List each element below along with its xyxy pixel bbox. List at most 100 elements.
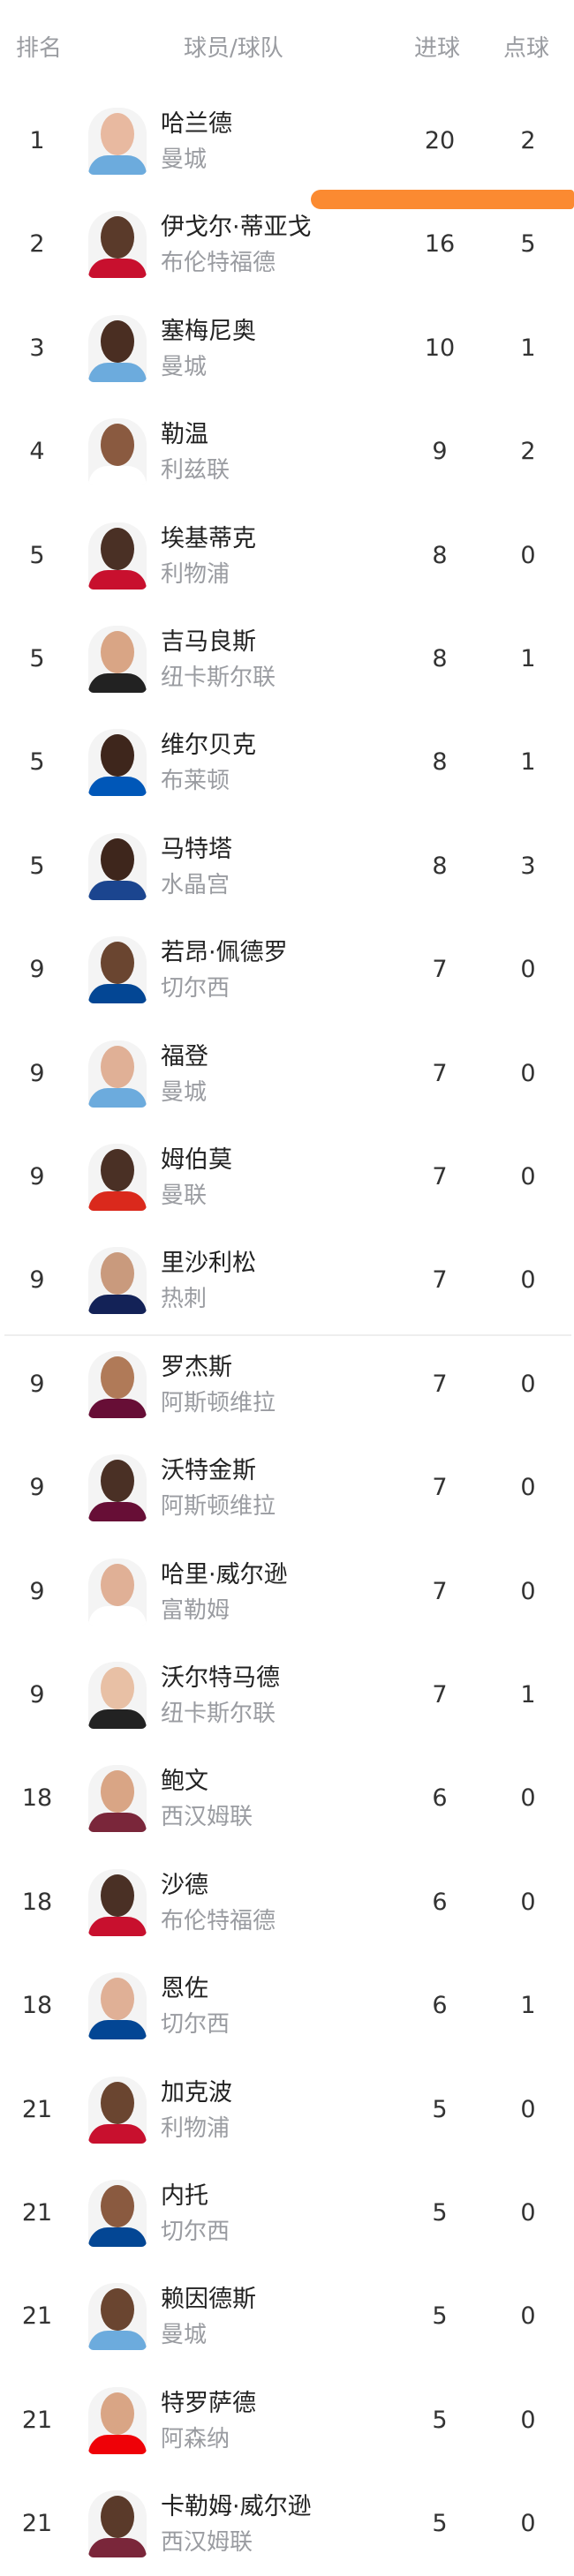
goals: 9 xyxy=(432,438,448,466)
table-row[interactable]: 5 埃基蒂克 利物浦 8 0 xyxy=(0,505,574,608)
player-name[interactable]: 恩佐 xyxy=(161,1975,208,2003)
player-avatar[interactable] xyxy=(88,1558,147,1626)
player-avatar[interactable] xyxy=(88,626,147,693)
team-name[interactable]: 阿斯顿维拉 xyxy=(161,1493,276,1521)
player-name[interactable]: 内托 xyxy=(161,2182,208,2210)
team-name[interactable]: 西汉姆联 xyxy=(161,2529,253,2557)
team-name[interactable]: 布伦特福德 xyxy=(161,250,276,277)
team-name[interactable]: 利物浦 xyxy=(161,560,230,588)
table-row[interactable]: 9 哈里·威尔逊 富勒姆 7 0 xyxy=(0,1541,574,1644)
team-name[interactable]: 阿森纳 xyxy=(161,2425,230,2452)
player-avatar[interactable] xyxy=(88,1868,147,1936)
player-avatar[interactable] xyxy=(88,314,147,382)
table-row[interactable]: 18 沙德 布伦特福德 6 0 xyxy=(0,1851,574,1955)
table-row[interactable]: 21 内托 切尔西 5 0 xyxy=(0,2162,574,2265)
table-row[interactable]: 9 沃特金斯 阿斯顿维拉 7 0 xyxy=(0,1437,574,1540)
player-name[interactable]: 沃尔特马德 xyxy=(161,1664,280,1692)
table-row[interactable]: 2 伊戈尔·蒂亚戈 布伦特福德 16 5 xyxy=(0,193,574,297)
player-name[interactable]: 罗杰斯 xyxy=(161,1353,232,1381)
penalties: 0 xyxy=(520,1474,536,1502)
team-name[interactable]: 曼城 xyxy=(161,353,208,380)
table-row[interactable]: 21 特罗萨德 阿森纳 5 0 xyxy=(0,2369,574,2473)
player-avatar[interactable] xyxy=(88,418,147,486)
table-row[interactable]: 5 马特塔 水晶宫 8 3 xyxy=(0,815,574,919)
table-row[interactable]: 9 若昂·佩德罗 切尔西 7 0 xyxy=(0,919,574,1022)
player-name[interactable]: 伊戈尔·蒂亚戈 xyxy=(161,214,312,242)
player-avatar[interactable] xyxy=(88,2076,147,2144)
player-avatar[interactable] xyxy=(88,1972,147,2040)
table-row[interactable]: 9 罗杰斯 阿斯顿维拉 7 0 xyxy=(0,1333,574,1437)
player-name[interactable]: 鲍文 xyxy=(161,1768,208,1796)
player-avatar[interactable] xyxy=(88,1040,147,1108)
player-name[interactable]: 马特塔 xyxy=(161,835,232,863)
player-name[interactable]: 吉马良斯 xyxy=(161,628,256,656)
table-row[interactable]: 18 鲍文 西汉姆联 6 0 xyxy=(0,1747,574,1851)
team-name[interactable]: 利物浦 xyxy=(161,2114,230,2142)
player-name[interactable]: 特罗萨德 xyxy=(161,2389,256,2417)
player-avatar[interactable] xyxy=(88,1454,147,1522)
team-name[interactable]: 切尔西 xyxy=(161,2011,230,2039)
team-name[interactable]: 纽卡斯尔联 xyxy=(161,1701,276,1727)
table-row[interactable]: 5 维尔贝克 布莱顿 8 1 xyxy=(0,711,574,815)
player-avatar[interactable] xyxy=(88,1247,147,1315)
player-avatar[interactable] xyxy=(88,522,147,590)
team-name[interactable]: 西汉姆联 xyxy=(161,1804,253,1831)
table-row[interactable]: 21 加克波 利物浦 5 0 xyxy=(0,2059,574,2162)
team-name[interactable]: 热刺 xyxy=(161,1286,208,1313)
team-name[interactable]: 阿斯顿维拉 xyxy=(161,1389,276,1416)
player-name[interactable]: 沙德 xyxy=(161,1871,208,1899)
player-avatar[interactable] xyxy=(88,1662,147,1729)
player-avatar[interactable] xyxy=(88,2386,147,2454)
team-name[interactable]: 曼城 xyxy=(161,2322,208,2349)
player-avatar[interactable] xyxy=(88,108,147,175)
player-name[interactable]: 哈兰德 xyxy=(161,110,232,138)
player-name[interactable]: 卡勒姆·威尔逊 xyxy=(161,2493,312,2521)
table-row[interactable]: 4 勒温 利兹联 9 2 xyxy=(0,401,574,504)
team-name[interactable]: 曼城 xyxy=(161,146,208,173)
team-name[interactable]: 水晶宫 xyxy=(161,871,230,898)
table-row[interactable]: 5 吉马良斯 纽卡斯尔联 8 1 xyxy=(0,608,574,711)
team-name[interactable]: 切尔西 xyxy=(161,2219,230,2245)
team-name[interactable]: 布伦特福德 xyxy=(161,1907,276,1934)
player-name[interactable]: 沃特金斯 xyxy=(161,1457,256,1485)
team-name[interactable]: 布莱顿 xyxy=(161,768,230,795)
player-avatar[interactable] xyxy=(88,1765,147,1833)
team-name[interactable]: 纽卡斯尔联 xyxy=(161,665,276,691)
player-name[interactable]: 赖因德斯 xyxy=(161,2286,256,2314)
table-row[interactable]: 9 里沙利松 热刺 7 0 xyxy=(0,1229,574,1333)
rank: 5 xyxy=(29,748,45,777)
player-avatar[interactable] xyxy=(88,832,147,900)
table-row[interactable]: 9 福登 曼城 7 0 xyxy=(0,1023,574,1126)
player-name[interactable]: 维尔贝克 xyxy=(161,732,256,760)
player-avatar[interactable] xyxy=(88,729,147,797)
table-row[interactable]: 18 恩佐 切尔西 6 1 xyxy=(0,1955,574,2058)
team-name[interactable]: 富勒姆 xyxy=(161,1596,230,1624)
player-name[interactable]: 福登 xyxy=(161,1042,208,1070)
team-name[interactable]: 切尔西 xyxy=(161,975,230,1003)
team-name[interactable]: 利兹联 xyxy=(161,457,230,484)
player-name[interactable]: 埃基蒂克 xyxy=(161,524,256,552)
player-avatar[interactable] xyxy=(88,1144,147,1211)
player-avatar[interactable] xyxy=(88,2490,147,2558)
player-avatar[interactable] xyxy=(88,2283,147,2351)
table-row[interactable]: 3 塞梅尼奥 曼城 10 1 xyxy=(0,297,574,401)
player-avatar[interactable] xyxy=(88,1350,147,1418)
player-name[interactable]: 塞梅尼奥 xyxy=(161,317,256,345)
player-name[interactable]: 姆伯莫 xyxy=(161,1146,232,1174)
rank: 9 xyxy=(29,1163,45,1190)
team-name[interactable]: 曼城 xyxy=(161,1078,208,1106)
table-row[interactable]: 9 沃尔特马德 纽卡斯尔联 7 1 xyxy=(0,1644,574,1747)
player-name[interactable]: 勒温 xyxy=(161,421,208,449)
player-avatar[interactable] xyxy=(88,2180,147,2247)
player-name[interactable]: 加克波 xyxy=(161,2078,232,2107)
player-avatar[interactable] xyxy=(88,211,147,279)
team-name[interactable]: 曼联 xyxy=(161,1183,208,1209)
table-row[interactable]: 21 卡勒姆·威尔逊 西汉姆联 5 0 xyxy=(0,2473,574,2576)
player-name[interactable]: 若昂·佩德罗 xyxy=(161,939,288,967)
table-row[interactable]: 21 赖因德斯 曼城 5 0 xyxy=(0,2265,574,2369)
player-name[interactable]: 里沙利松 xyxy=(161,1250,256,1278)
table-row[interactable]: 9 姆伯莫 曼联 7 0 xyxy=(0,1126,574,1229)
player-avatar[interactable] xyxy=(88,936,147,1004)
table-row[interactable]: 1 哈兰德 曼城 20 2 xyxy=(0,90,574,193)
player-name[interactable]: 哈里·威尔逊 xyxy=(161,1560,288,1588)
